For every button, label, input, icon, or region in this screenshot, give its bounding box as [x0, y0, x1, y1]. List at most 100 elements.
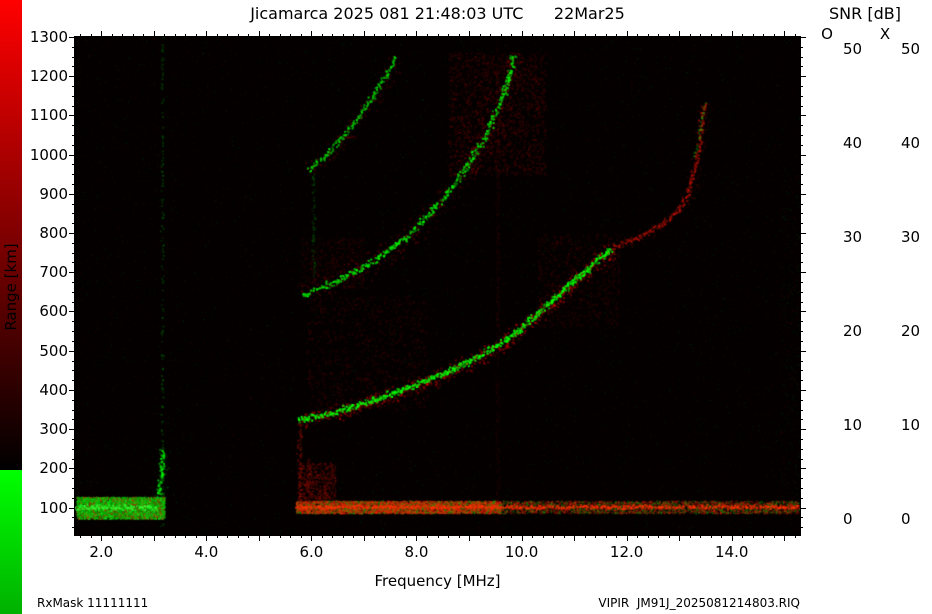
x-tick-mark: [206, 535, 208, 541]
y-tick-mark: [69, 272, 75, 274]
y-tick-mark: [72, 399, 75, 401]
y-tick-mark: [800, 154, 806, 156]
plot-title: Jicamarca 2025 081 21:48:03 UTC 22Mar25: [250, 4, 625, 23]
y-tick-mark: [800, 223, 803, 225]
rxmask-text: RxMask 11111111: [37, 596, 149, 610]
x-tick-label: 14.0: [714, 543, 749, 561]
x-tick-mark: [101, 535, 103, 541]
colorbar-o-gradient: [0, 0, 22, 470]
y-tick-mark: [800, 429, 806, 431]
colorbar-tick-label: 50: [901, 40, 921, 58]
x-tick-mark: [405, 34, 407, 37]
x-tick-mark: [311, 535, 313, 541]
x-tick-mark: [395, 34, 397, 37]
x-tick-mark: [584, 535, 586, 538]
y-tick-mark: [800, 105, 803, 107]
colorbar-tick-label: 40: [843, 134, 863, 152]
y-tick-mark: [800, 164, 803, 166]
x-tick-mark: [521, 535, 523, 541]
x-tick-mark: [553, 535, 555, 538]
y-tick-label: 500: [39, 341, 68, 360]
colorbar-tick-mark: [891, 142, 896, 143]
colorbar-tick-mark: [833, 424, 838, 425]
y-tick-mark: [800, 66, 803, 68]
x-tick-mark: [342, 34, 344, 37]
x-tick-mark: [342, 535, 344, 538]
x-tick-mark: [752, 34, 754, 37]
colorbar-tick-mark: [833, 517, 838, 518]
x-tick-mark: [279, 535, 281, 538]
x-tick-mark: [332, 535, 334, 538]
x-tick-label: 12.0: [609, 543, 644, 561]
x-tick-mark: [794, 34, 796, 37]
colorbar-title: SNR [dB]: [829, 4, 901, 23]
x-tick-mark: [647, 535, 649, 538]
colorbar-tick-label: 0: [901, 510, 911, 528]
y-tick-mark: [69, 311, 75, 313]
x-tick-mark: [195, 535, 197, 538]
colorbar-tick-mark: [891, 48, 896, 49]
y-tick-label: 1300: [29, 28, 68, 46]
x-tick-mark: [658, 535, 660, 538]
y-tick-mark: [800, 370, 803, 372]
y-tick-mark: [800, 174, 803, 176]
y-tick-label: 600: [39, 302, 68, 321]
y-tick-mark: [72, 174, 75, 176]
colorbar-tick-mark: [833, 330, 838, 331]
x-tick-mark: [658, 34, 660, 37]
y-tick-mark: [800, 360, 803, 362]
colorbar-tick-mark: [891, 236, 896, 237]
x-tick-mark: [500, 34, 502, 37]
x-tick-mark: [353, 34, 355, 37]
x-tick-mark: [248, 535, 250, 538]
x-tick-mark: [668, 535, 670, 538]
x-tick-mark: [500, 535, 502, 538]
x-tick-mark: [626, 535, 628, 541]
x-tick-label: 6.0: [299, 543, 324, 561]
y-tick-mark: [800, 380, 803, 382]
x-tick-mark: [132, 34, 134, 37]
colorbar-tick-label: 20: [843, 322, 863, 340]
y-tick-mark: [800, 86, 803, 88]
x-tick-mark: [448, 535, 449, 538]
x-tick-mark: [521, 31, 523, 37]
x-tick-mark: [153, 31, 155, 37]
x-tick-mark: [374, 535, 376, 538]
y-tick-mark: [72, 497, 75, 499]
x-tick-mark: [479, 535, 481, 538]
y-tick-mark: [69, 115, 75, 117]
x-tick-mark: [710, 34, 712, 37]
x-tick-mark: [616, 535, 618, 538]
colorbar-o-label: O: [821, 25, 833, 43]
y-tick-mark: [800, 233, 806, 235]
x-tick-mark: [122, 34, 124, 37]
x-tick-mark: [206, 31, 208, 37]
y-tick-mark: [800, 203, 803, 205]
y-tick-mark: [800, 507, 806, 509]
ionogram-canvas: [75, 37, 800, 535]
x-tick-mark: [700, 34, 702, 37]
colorbar-tick-label: 10: [901, 416, 921, 434]
y-tick-mark: [72, 46, 75, 48]
x-tick-mark: [511, 535, 513, 538]
x-tick-mark: [258, 31, 260, 37]
x-tick-mark: [584, 34, 586, 37]
y-tick-mark: [69, 233, 75, 235]
x-tick-mark: [700, 535, 702, 538]
x-tick-mark: [164, 535, 166, 538]
y-tick-mark: [69, 468, 75, 470]
x-tick-mark: [143, 535, 145, 538]
x-tick-mark: [269, 535, 271, 538]
y-tick-mark: [72, 360, 75, 362]
y-tick-mark: [72, 458, 75, 460]
y-tick-mark: [800, 125, 803, 127]
x-tick-mark: [595, 535, 597, 538]
y-tick-mark: [72, 380, 75, 382]
x-tick-mark: [763, 535, 765, 538]
x-tick-mark: [469, 31, 471, 37]
y-tick-mark: [800, 193, 806, 195]
x-tick-mark: [679, 535, 681, 541]
filename-text: VIPIR JM91J_2025081214803.RIQ: [598, 596, 800, 610]
x-tick-mark: [679, 31, 681, 37]
x-tick-mark: [563, 535, 565, 538]
